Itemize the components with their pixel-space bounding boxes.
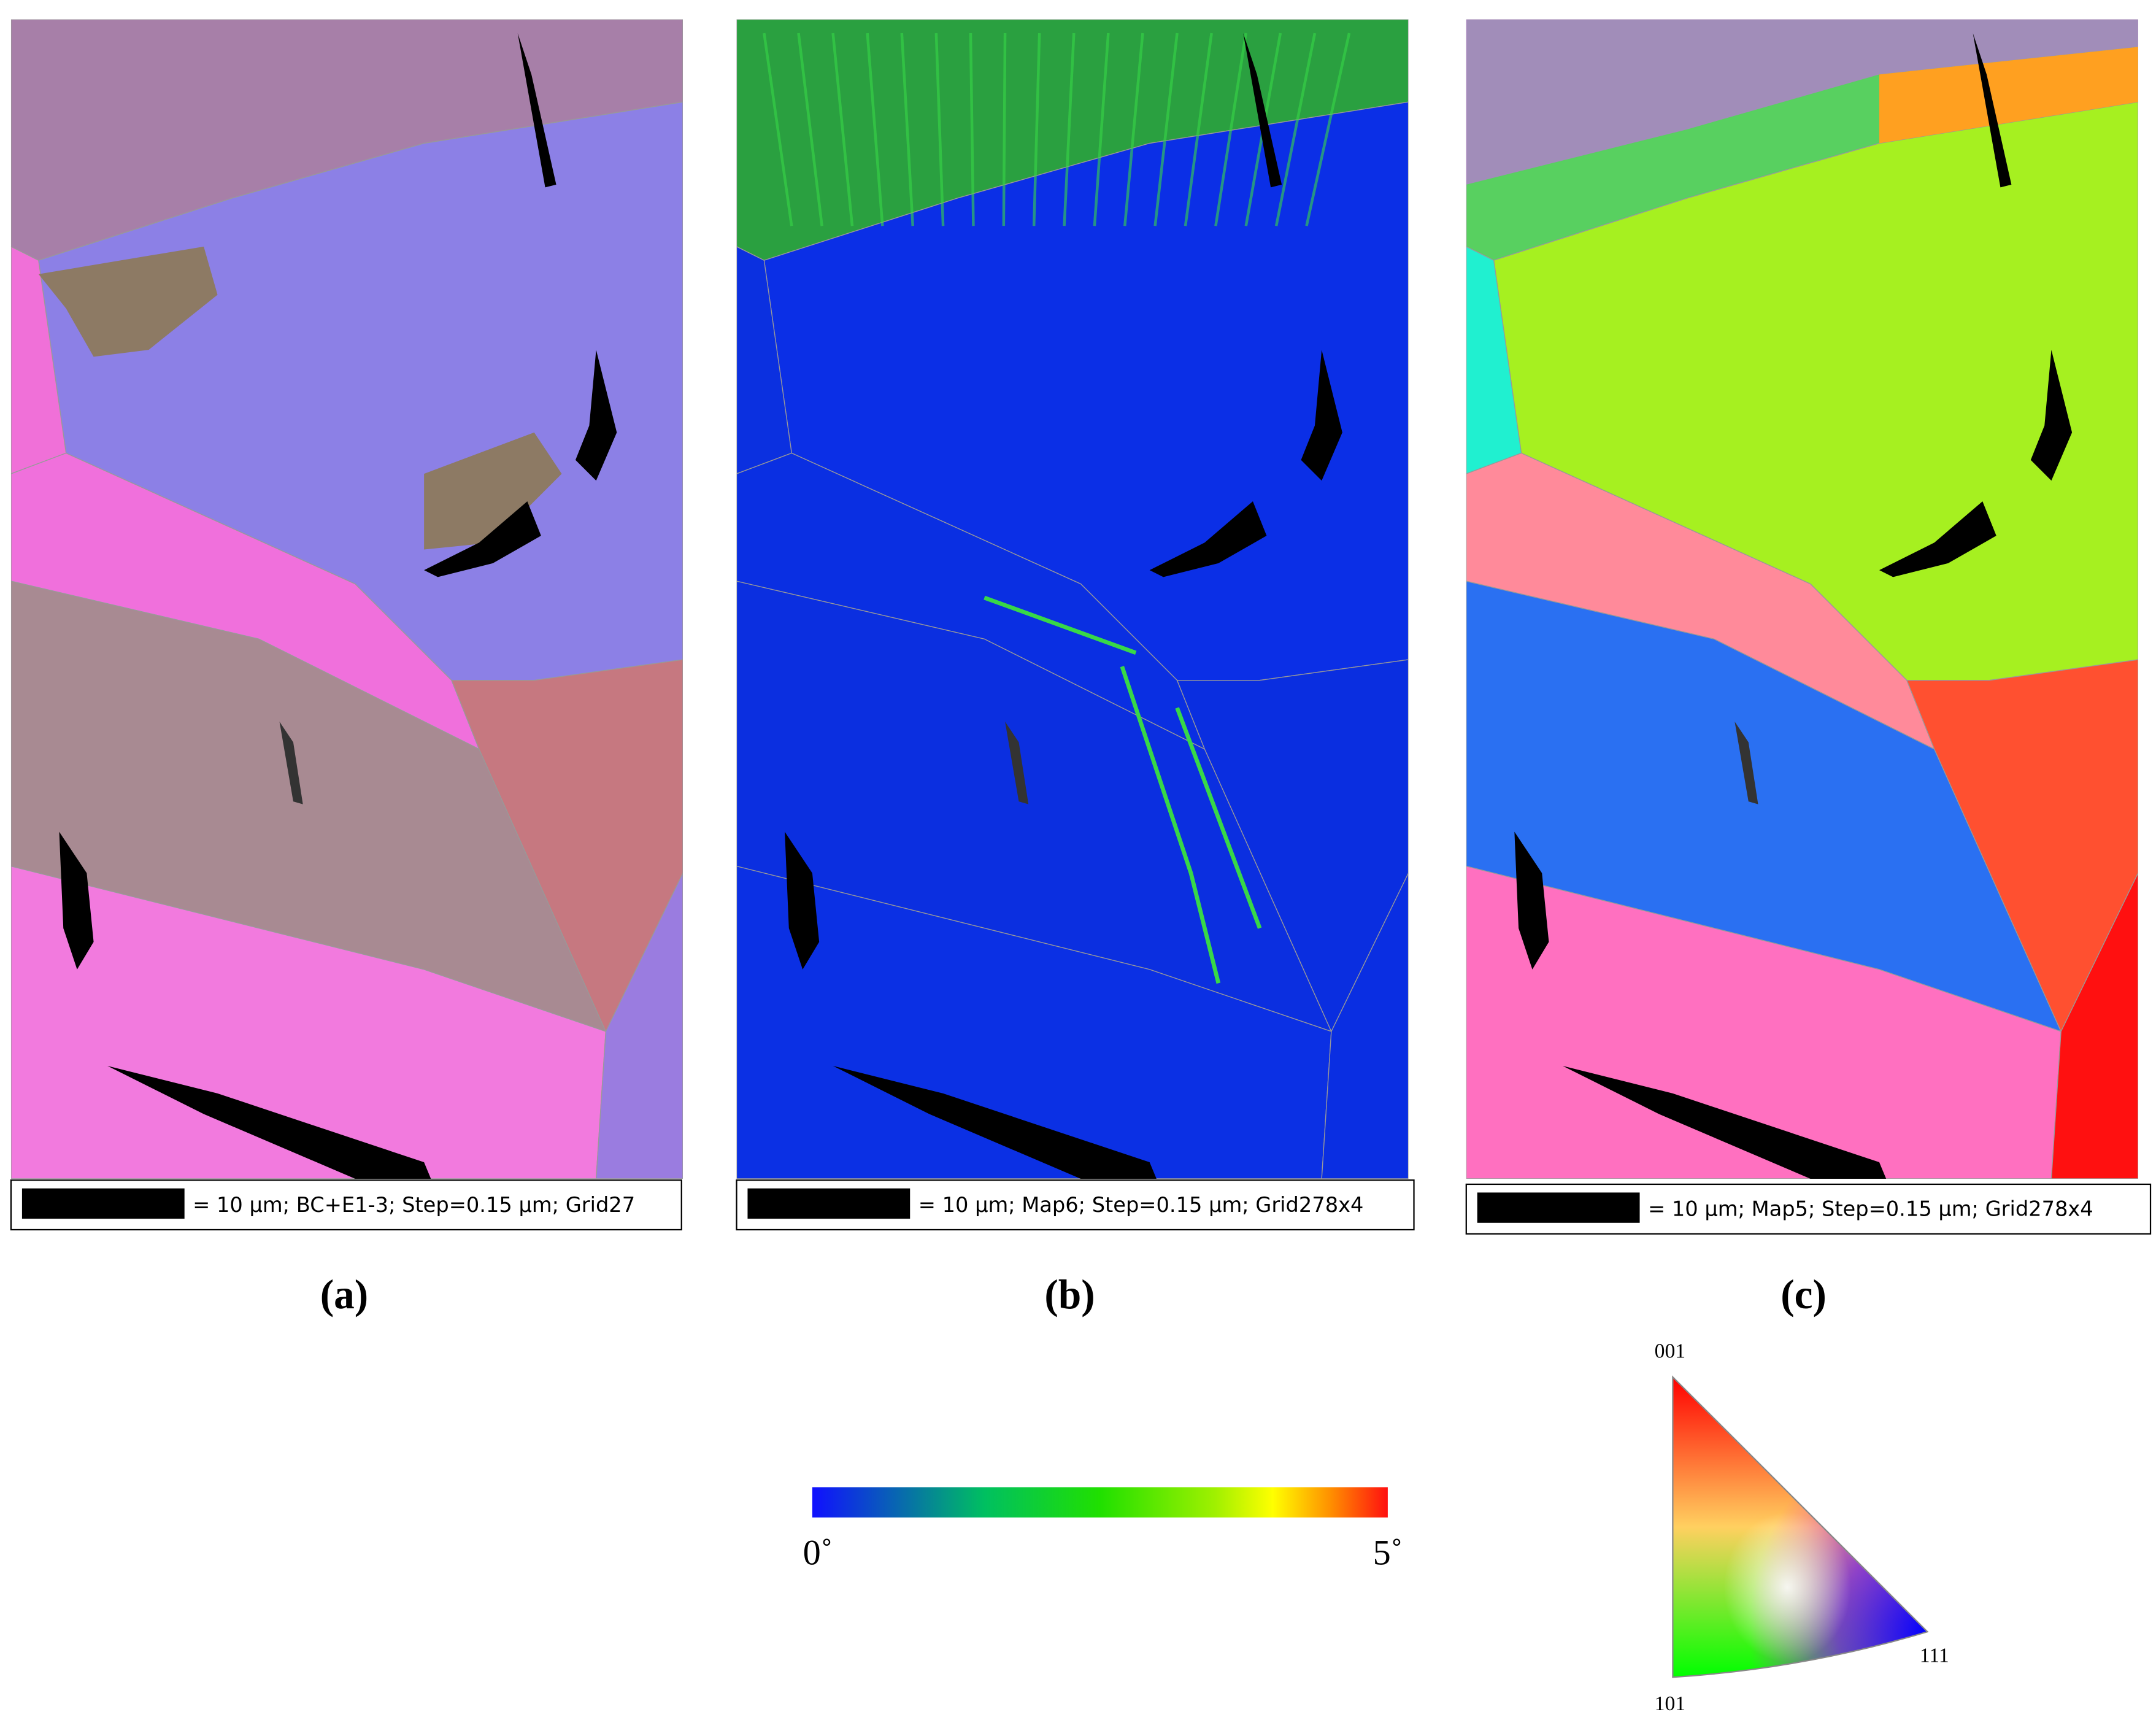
scale-bar: [21, 1188, 185, 1219]
ipf-outline: [1672, 1375, 1929, 1678]
crack: [2030, 350, 2073, 481]
colorbar-max: 5˚: [1373, 1532, 1403, 1572]
crack: [1005, 721, 1029, 804]
map-panel: [736, 19, 1409, 1179]
strain-line: [900, 33, 914, 226]
crack: [424, 501, 541, 577]
colorbar: [812, 1487, 1388, 1518]
grain: [2050, 873, 2138, 1179]
strain-line: [831, 33, 854, 226]
strain-line: [763, 33, 793, 226]
crack: [1973, 33, 2012, 188]
grain: [1906, 659, 2138, 1033]
crack: [59, 831, 94, 970]
colorbar-min: 0˚: [803, 1532, 833, 1572]
panel-label: (a): [320, 1271, 368, 1317]
strain-line: [1274, 33, 1317, 226]
crack: [1514, 831, 1549, 970]
grain: [595, 873, 683, 1179]
crack: [575, 350, 617, 481]
crack: [1301, 350, 1342, 481]
strain-line: [1032, 33, 1041, 226]
crack: [1562, 1065, 1887, 1179]
scale-text: = 10 µm; Map5; Step=0.15 µm; Grid278x4: [1648, 1197, 2093, 1221]
ipf-key: 001 101 111: [1655, 1340, 1949, 1715]
grain: [1466, 19, 2138, 185]
strain-line: [1123, 33, 1144, 226]
strain-line: [1184, 33, 1213, 226]
strain-line: [934, 33, 945, 226]
crack: [1879, 501, 1996, 577]
grain: [1176, 659, 1409, 1033]
strain-line: [1305, 33, 1351, 226]
ipf-corner: 001: [1655, 1340, 1685, 1363]
strain-line: [1093, 33, 1110, 226]
maps: [10, 19, 2138, 1179]
strain-line: [797, 33, 823, 226]
scale-text: = 10 µm; BC+E1-3; Step=0.15 µm; Grid27: [193, 1193, 635, 1217]
grain: [451, 659, 683, 1033]
scale-text: = 10 µm; Map6; Step=0.15 µm; Grid278x4: [918, 1193, 1364, 1217]
crack: [279, 721, 303, 804]
crack: [1243, 33, 1282, 188]
panel-label: (b): [1044, 1271, 1095, 1317]
strain-line: [866, 33, 884, 226]
map-panel: [1466, 19, 2138, 1179]
grain: [1879, 47, 2138, 144]
scale-bar: [1477, 1192, 1640, 1223]
crack: [517, 33, 556, 188]
patch: [424, 432, 562, 550]
crack: [1734, 721, 1758, 804]
strain-line: [1063, 33, 1076, 226]
panel-label: (c): [1781, 1271, 1827, 1317]
ipf-corner: 101: [1655, 1692, 1685, 1715]
crack: [107, 1065, 431, 1179]
crack: [785, 831, 820, 970]
scale-bar: [747, 1188, 911, 1219]
strain-line: [1214, 33, 1247, 226]
strain-line: [1002, 33, 1007, 226]
grain: [1321, 873, 1409, 1179]
crack: [1149, 501, 1267, 577]
map-panel: [10, 19, 683, 1179]
strain-line: [969, 33, 975, 226]
patch: [38, 246, 218, 357]
strain-line: [1120, 666, 1262, 984]
ipf-white: [1673, 1377, 1928, 1678]
ipf-corner: 111: [1920, 1645, 1949, 1667]
crack: [833, 1065, 1157, 1179]
strain-line: [1153, 33, 1179, 226]
strain-line: [984, 595, 1137, 655]
